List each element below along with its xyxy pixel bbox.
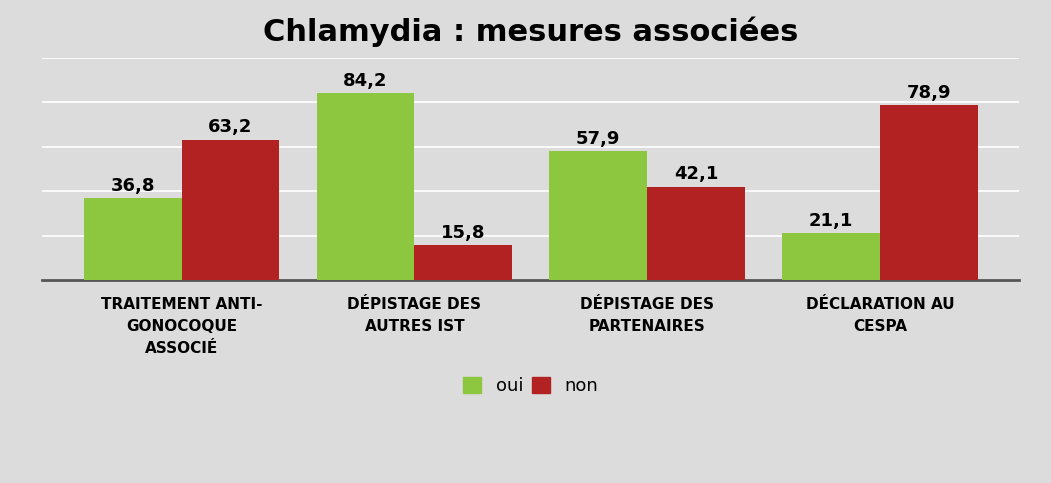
Bar (414, 245, 512, 280)
Bar (880, 105, 977, 280)
Text: 78,9: 78,9 (906, 84, 951, 101)
Bar (550, 152, 647, 280)
Text: 63,2: 63,2 (208, 118, 252, 136)
Bar (182, 140, 280, 280)
Text: 42,1: 42,1 (674, 165, 718, 183)
Text: 15,8: 15,8 (441, 224, 486, 242)
Legend: oui, non: oui, non (454, 368, 607, 404)
Bar (782, 233, 880, 280)
Text: 36,8: 36,8 (110, 177, 156, 195)
Title: Chlamydia : mesures associées: Chlamydia : mesures associées (263, 17, 799, 47)
Text: 21,1: 21,1 (809, 212, 853, 230)
Bar (84, 199, 182, 280)
Text: 57,9: 57,9 (576, 130, 620, 148)
Text: 84,2: 84,2 (344, 72, 388, 90)
Bar (316, 93, 414, 280)
Bar (647, 186, 745, 280)
